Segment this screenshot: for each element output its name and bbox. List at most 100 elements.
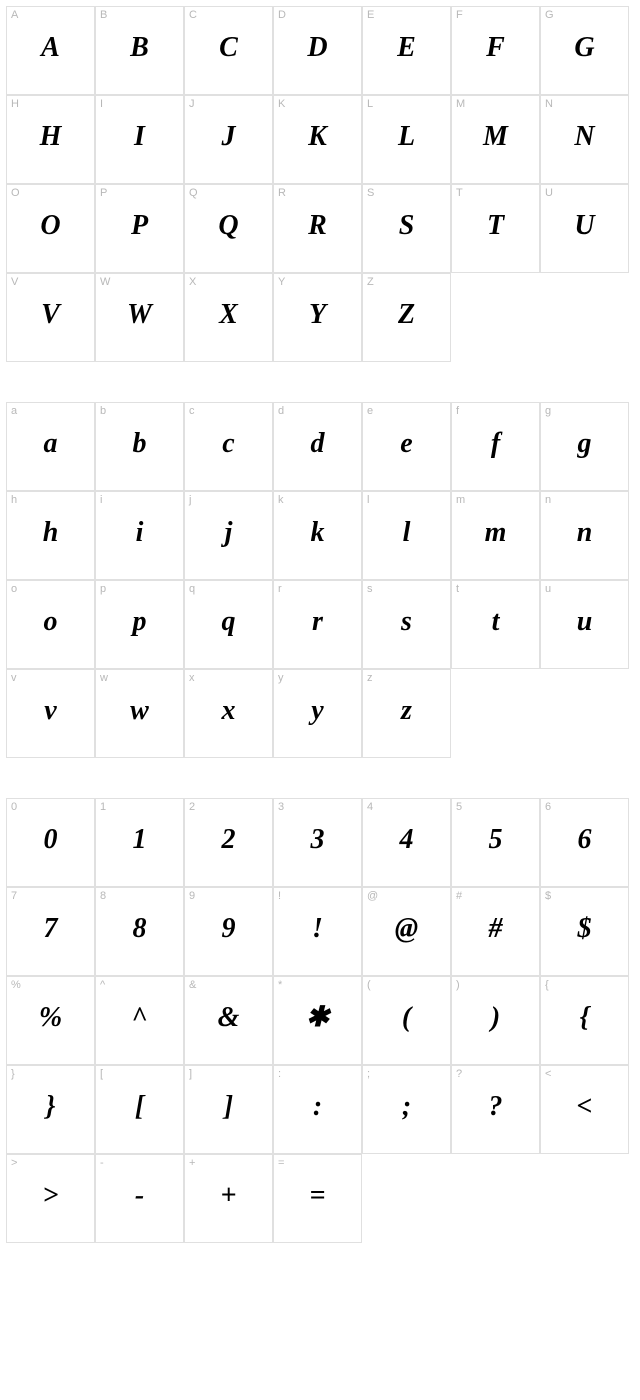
section-uppercase: AABBCCDDEEFFGGHHIIJJKKLLMMNNOOPPQQRRSSTT…	[6, 6, 634, 362]
glyph-cell: ))	[451, 976, 540, 1065]
glyph-cell: ==	[273, 1154, 362, 1243]
glyph-display: }	[46, 1093, 56, 1121]
glyph-display: <	[577, 1093, 593, 1121]
glyph-display: 8	[133, 915, 147, 943]
glyph-label: =	[278, 1157, 284, 1169]
glyph-cell: NN	[540, 95, 629, 184]
glyph-label: +	[189, 1157, 195, 1169]
glyph-display: c	[222, 430, 234, 458]
glyph-cell: EE	[362, 6, 451, 95]
glyph-cell: bb	[95, 402, 184, 491]
glyph-cell: &&	[184, 976, 273, 1065]
glyph-label: (	[367, 979, 371, 991]
glyph-display: F	[486, 34, 505, 62]
glyph-display: q	[222, 608, 236, 636]
glyph-label: i	[100, 494, 102, 506]
glyph-display: E	[397, 34, 416, 62]
glyph-label: 1	[100, 801, 106, 813]
glyph-label: n	[545, 494, 551, 506]
glyph-display: 6	[578, 826, 592, 854]
glyph-display: g	[578, 430, 592, 458]
glyph-display: j	[225, 519, 233, 547]
glyph-label: b	[100, 405, 106, 417]
glyph-display: R	[308, 212, 327, 240]
glyph-cell: YY	[273, 273, 362, 362]
glyph-label: !	[278, 890, 281, 902]
glyph-label: $	[545, 890, 551, 902]
glyph-cell: --	[95, 1154, 184, 1243]
glyph-cell: pp	[95, 580, 184, 669]
glyph-cell: mm	[451, 491, 540, 580]
glyph-label: I	[100, 98, 103, 110]
glyph-cell: ZZ	[362, 273, 451, 362]
glyph-cell: VV	[6, 273, 95, 362]
glyph-cell: ^^	[95, 976, 184, 1065]
glyph-label: >	[11, 1157, 17, 1169]
glyph-cell: BB	[95, 6, 184, 95]
glyph-cell: zz	[362, 669, 451, 758]
glyph-label: e	[367, 405, 373, 417]
glyph-cell: qq	[184, 580, 273, 669]
glyph-cell: 22	[184, 798, 273, 887]
glyph-display: &	[218, 1004, 240, 1032]
glyph-cell: 99	[184, 887, 273, 976]
glyph-display: 1	[133, 826, 147, 854]
glyph-display: u	[577, 608, 593, 636]
glyph-cell: aa	[6, 402, 95, 491]
glyph-cell: 77	[6, 887, 95, 976]
glyph-display: f	[491, 430, 500, 458]
glyph-label: D	[278, 9, 286, 21]
glyph-display: ^	[132, 1004, 148, 1032]
glyph-display: t	[492, 608, 500, 636]
glyph-display: ?	[489, 1093, 503, 1121]
glyph-label: N	[545, 98, 553, 110]
glyph-label: C	[189, 9, 197, 21]
glyph-display: 0	[44, 826, 58, 854]
glyph-label: M	[456, 98, 465, 110]
glyph-label: E	[367, 9, 374, 21]
glyph-label: V	[11, 276, 18, 288]
glyph-cell: ww	[95, 669, 184, 758]
glyph-cell: ll	[362, 491, 451, 580]
glyph-label: t	[456, 583, 459, 595]
glyph-display: +	[221, 1182, 237, 1210]
glyph-label: Y	[278, 276, 285, 288]
glyph-label: ^	[100, 979, 105, 991]
glyph-display: e	[400, 430, 412, 458]
glyph-display: #	[489, 915, 503, 943]
glyph-cell: gg	[540, 402, 629, 491]
glyph-cell: ee	[362, 402, 451, 491]
glyph-label: k	[278, 494, 284, 506]
glyph-cell: PP	[95, 184, 184, 273]
glyph-cell: FF	[451, 6, 540, 95]
glyph-label: R	[278, 187, 286, 199]
glyph-display: I	[134, 123, 145, 151]
glyph-display: V	[41, 301, 60, 329]
glyph-display: !	[312, 915, 323, 943]
glyph-cell: {{	[540, 976, 629, 1065]
glyph-display: s	[401, 608, 412, 636]
character-map: AABBCCDDEEFFGGHHIIJJKKLLMMNNOOPPQQRRSSTT…	[6, 6, 634, 1243]
glyph-label: *	[278, 979, 282, 991]
glyph-display: a	[44, 430, 58, 458]
glyph-grid: 00112233445566778899!!@@##$$%%^^&&*✱(())…	[6, 798, 629, 1243]
glyph-cell: [[	[95, 1065, 184, 1154]
glyph-label: )	[456, 979, 460, 991]
glyph-cell: 33	[273, 798, 362, 887]
glyph-label: m	[456, 494, 465, 506]
glyph-cell: oo	[6, 580, 95, 669]
glyph-label: #	[456, 890, 462, 902]
glyph-display: v	[44, 697, 56, 725]
glyph-label: 6	[545, 801, 551, 813]
glyph-display: U	[574, 212, 594, 240]
glyph-cell: CC	[184, 6, 273, 95]
glyph-display: X	[219, 301, 238, 329]
glyph-display: l	[403, 519, 411, 547]
glyph-cell: JJ	[184, 95, 273, 184]
glyph-display: ;	[402, 1093, 411, 1121]
glyph-cell: %%	[6, 976, 95, 1065]
glyph-display: m	[485, 519, 507, 547]
glyph-display: 5	[489, 826, 503, 854]
glyph-cell: TT	[451, 184, 540, 273]
glyph-label: a	[11, 405, 17, 417]
